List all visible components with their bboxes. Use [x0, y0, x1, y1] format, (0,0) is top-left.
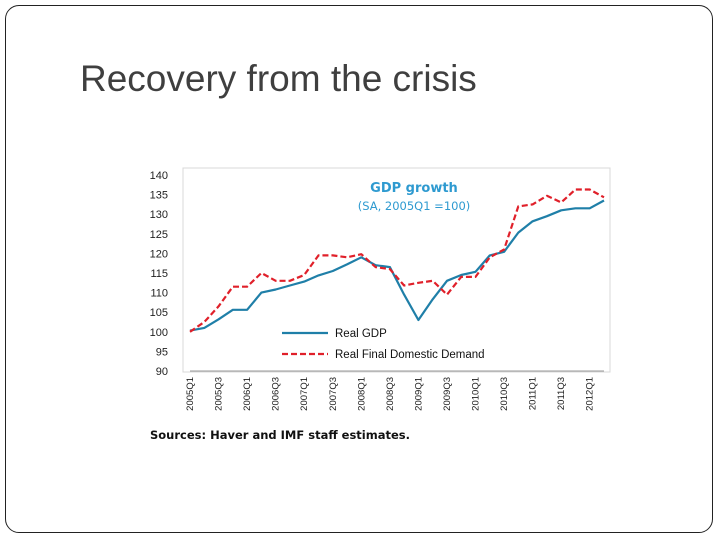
x-tick-label: 2008Q1	[356, 377, 367, 411]
x-tick-label: 2011Q1	[528, 377, 539, 410]
x-tick-label: 2006Q1	[242, 377, 253, 411]
x-tick-label: 2008Q3	[385, 377, 396, 411]
slide-title: Recovery from the crisis	[80, 58, 477, 99]
y-tick-label: 90	[156, 366, 168, 378]
x-tick-label: 2010Q3	[499, 377, 510, 411]
y-tick-label: 130	[150, 209, 168, 221]
y-tick-label: 125	[150, 229, 168, 241]
legend-label: Real Final Domestic Demand	[335, 349, 485, 361]
x-tick-label: 2011Q3	[556, 377, 567, 410]
x-tick-label: 2009Q3	[442, 377, 453, 411]
y-tick-label: 120	[150, 248, 168, 260]
x-tick-label: 2005Q1	[185, 377, 196, 411]
chart-subtitle: (SA, 2005Q1 =100)	[358, 199, 471, 213]
y-tick-label: 115	[150, 268, 168, 280]
y-tick-label: 95	[156, 346, 168, 358]
chart-title: GDP growth	[370, 181, 458, 196]
x-tick-label: 2005Q3	[214, 377, 225, 411]
legend-label: Real GDP	[335, 328, 387, 340]
y-tick-label: 100	[150, 327, 168, 339]
y-tick-label: 135	[150, 190, 168, 202]
y-axis: 90 95 100 105 110 115 120 125 130 135 140	[150, 170, 168, 378]
x-tick-label: 2007Q1	[299, 377, 310, 411]
y-tick-label: 140	[150, 170, 168, 182]
y-tick-label: 110	[150, 288, 168, 300]
series-layer	[189, 188, 605, 333]
x-tick-label: 2012Q1	[585, 377, 596, 411]
plot-area	[182, 167, 611, 373]
series-line-real-gdp	[189, 199, 605, 332]
x-tick-label: 2006Q3	[271, 377, 282, 411]
x-tick-label: 2007Q3	[328, 377, 339, 411]
y-tick-label: 105	[150, 307, 168, 319]
source-note: Sources: Haver and IMF staff estimates.	[150, 428, 410, 442]
series-line-real-final-domestic-demand	[189, 188, 605, 333]
x-axis: 2005Q1 2005Q3 2006Q1 2006Q3 2007Q1 2007Q3 2008…	[185, 370, 604, 411]
x-tick-label: 2010Q1	[471, 377, 482, 411]
legend: Real GDP Real Final Domestic Demand	[282, 328, 485, 361]
x-tick-label: 2009Q1	[413, 377, 424, 411]
